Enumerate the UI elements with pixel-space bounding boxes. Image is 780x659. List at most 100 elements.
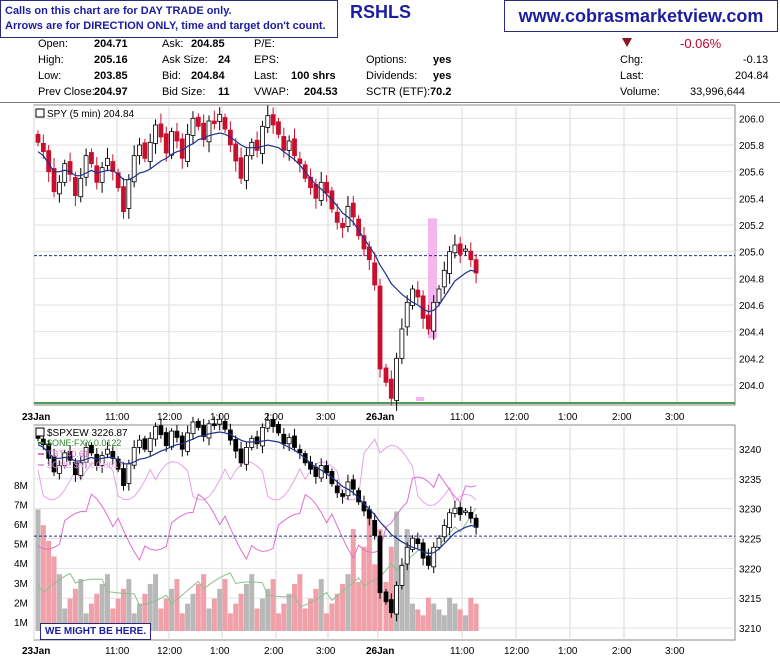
volume-y-tick-label: 8M bbox=[14, 481, 28, 492]
price-candle-body bbox=[318, 181, 324, 201]
volume-label: Volume: bbox=[620, 86, 660, 98]
volume-bar bbox=[185, 603, 191, 631]
volume-bar bbox=[121, 588, 126, 631]
spxew-candle-body bbox=[276, 423, 281, 434]
price-candle-body bbox=[94, 165, 100, 183]
price-candle-body bbox=[281, 136, 287, 151]
spxew-candle-body bbox=[388, 599, 394, 614]
volume-bar bbox=[88, 603, 94, 631]
ask-value: 204.85 bbox=[191, 38, 225, 50]
price-candle-body bbox=[169, 131, 174, 156]
spxew-candle-body bbox=[222, 421, 228, 430]
ask-size-value: 24 bbox=[218, 54, 231, 66]
volume-bar bbox=[372, 564, 378, 631]
dividends-value: yes bbox=[433, 70, 452, 82]
price-candle-body bbox=[110, 161, 116, 173]
volume-y-tick-label: 6M bbox=[14, 520, 28, 531]
vwap-label: VWAP: bbox=[254, 86, 290, 98]
price-candle-body bbox=[222, 117, 228, 130]
price-candle-body bbox=[420, 295, 426, 319]
spxew-candle-body bbox=[270, 419, 276, 427]
price-x-tick-label: 12:00 bbox=[504, 412, 529, 423]
bid-value: 204.84 bbox=[191, 70, 225, 82]
spxew-candle-body bbox=[201, 424, 207, 437]
spxew-candle-body bbox=[83, 447, 89, 463]
volume-bar bbox=[468, 597, 474, 631]
volume-y-tick-label: 4M bbox=[14, 559, 28, 570]
price-candle-body bbox=[260, 125, 265, 154]
price-y-tick-label: 204.0 bbox=[739, 381, 764, 392]
spxew-x-tick-label: 11:00 bbox=[450, 646, 475, 657]
volume-bar bbox=[153, 574, 159, 631]
spxew-candle-body bbox=[142, 438, 148, 450]
options-label: Options: bbox=[366, 54, 407, 66]
ask-size-label: Ask Size: bbox=[162, 54, 208, 66]
volume-bar bbox=[158, 608, 164, 631]
spxew-candle-body bbox=[431, 546, 437, 568]
volume-bar bbox=[270, 579, 276, 631]
volume-bar bbox=[436, 609, 442, 631]
price-candle-body bbox=[350, 202, 356, 218]
eps-label: EPS: bbox=[254, 54, 280, 66]
volume-bar bbox=[222, 579, 228, 631]
price-x-tick-label: 11:00 bbox=[450, 412, 475, 423]
price-chart-title: SPY (5 min) 204.84 bbox=[47, 109, 135, 120]
volume-bar bbox=[147, 583, 153, 631]
volume-y-tick-label: 2M bbox=[14, 598, 28, 609]
price-candle-body bbox=[158, 123, 164, 138]
spxew-y-tick-label: 3240 bbox=[739, 445, 762, 456]
spxew-y-tick-label: 3215 bbox=[739, 594, 762, 605]
spxew-candle-body bbox=[238, 448, 244, 464]
price-candle-body bbox=[201, 122, 207, 141]
price-x-tick-label: 1:00 bbox=[558, 412, 578, 423]
header-divider bbox=[0, 102, 780, 103]
spxew-y-tick-label: 3220 bbox=[739, 564, 762, 575]
spxew-x-tick-label: 2:00 bbox=[612, 646, 632, 657]
spxew-candle-body bbox=[169, 430, 174, 448]
prev-close-label: Prev Close: bbox=[38, 86, 95, 98]
sctr-label: SCTR (ETF): bbox=[366, 86, 431, 98]
price-candle-body bbox=[238, 157, 244, 179]
spxew-candle-body bbox=[121, 468, 126, 486]
spxew-candle-body bbox=[67, 451, 73, 461]
spxew-candle-body bbox=[110, 450, 116, 459]
price-x-tick-label: 2:00 bbox=[264, 412, 284, 423]
price-y-tick-label: 205.4 bbox=[739, 194, 764, 205]
volume-bar bbox=[211, 598, 217, 631]
volume-bar bbox=[190, 593, 196, 631]
volume-bar bbox=[313, 588, 319, 631]
price-candle-body bbox=[137, 144, 142, 157]
volume-y-tick-label: 5M bbox=[14, 540, 28, 551]
price-y-tick-label: 204.4 bbox=[739, 328, 764, 339]
spxew-candle-body bbox=[350, 479, 356, 490]
spxew-candle-body bbox=[334, 485, 340, 494]
open-value: 204.71 bbox=[94, 38, 128, 50]
bid-size-value: 11 bbox=[218, 86, 230, 98]
spxew-x-tick-label: 2:00 bbox=[264, 646, 284, 657]
spxew-x-tick-label: 3:00 bbox=[665, 646, 685, 657]
price-candle-body bbox=[334, 211, 340, 223]
pe-label: P/E: bbox=[254, 38, 275, 50]
volume-bar bbox=[179, 613, 185, 631]
spxew-candle-body bbox=[254, 436, 260, 445]
volume-bar bbox=[35, 509, 41, 631]
price-x-tick-label: 26Jan bbox=[366, 412, 394, 423]
spxew-candle-body bbox=[233, 439, 239, 452]
site-banner[interactable]: www.cobrasmarketview.com bbox=[504, 0, 778, 32]
spxew-candle-body bbox=[377, 535, 383, 594]
spxew-candle-body bbox=[158, 425, 164, 436]
chg-value: -0.13 bbox=[743, 54, 769, 66]
spxew-candle-body bbox=[217, 418, 223, 425]
spxew-candle-body bbox=[452, 507, 458, 514]
price-candle-body bbox=[40, 142, 46, 153]
spxew-candle-body bbox=[404, 546, 410, 565]
price-y-tick-label: 205.8 bbox=[739, 141, 764, 152]
spxew-candle-body bbox=[457, 507, 463, 515]
spxew-x-tick-label: 3:00 bbox=[316, 646, 336, 657]
volume-bar bbox=[83, 613, 89, 631]
volume-bar bbox=[415, 609, 421, 631]
volume-bar bbox=[318, 579, 324, 631]
spxew-candle-body bbox=[147, 437, 153, 452]
spxew-x-tick-label: 1:00 bbox=[558, 646, 578, 657]
price-candle-body bbox=[174, 131, 180, 142]
